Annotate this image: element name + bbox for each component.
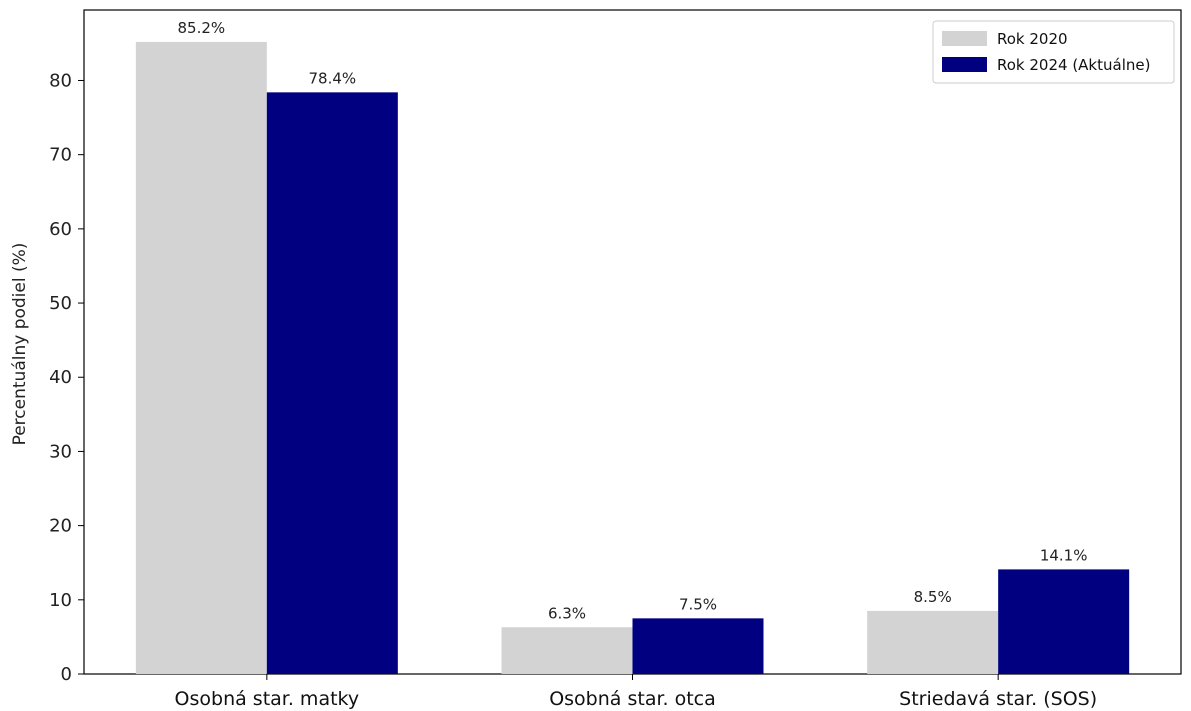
y-tick-label: 50 — [49, 293, 72, 314]
y-axis: 0 10 20 30 40 50 60 70 80 — [49, 70, 84, 685]
y-tick-label: 60 — [49, 219, 72, 240]
y-tick-label: 0 — [61, 664, 72, 685]
y-tick-label: 10 — [49, 590, 72, 611]
legend: Rok 2020 Rok 2024 (Aktuálne) — [932, 20, 1175, 84]
bar — [867, 610, 999, 674]
y-tick-label: 80 — [49, 70, 72, 91]
bar — [135, 41, 267, 675]
bar-value-label: 78.4% — [309, 69, 357, 87]
bar-value-label: 14.1% — [1040, 546, 1088, 564]
bar-value-label: 7.5% — [679, 595, 717, 613]
x-tick-label: Striedavá star. (SOS) — [899, 688, 1097, 710]
y-tick-label: 70 — [49, 145, 72, 166]
bar — [266, 92, 398, 675]
x-tick-label: Osobná star. otca — [549, 688, 716, 710]
legend-box — [932, 20, 1175, 84]
y-tick-label: 20 — [49, 516, 72, 537]
x-axis: Osobná star. matky Osobná star. otca Strie… — [175, 674, 1097, 710]
y-tick-label: 30 — [49, 441, 72, 462]
bar — [632, 618, 764, 674]
legend-label: Rok 2024 (Aktuálne) — [997, 56, 1150, 74]
bar-value-label: 8.5% — [914, 588, 952, 606]
y-axis-title: Percentuálny podiel (%) — [10, 243, 30, 446]
legend-swatch — [942, 31, 987, 46]
bar — [998, 569, 1130, 674]
legend-swatch — [942, 57, 987, 72]
bar — [501, 627, 633, 674]
bars-group — [135, 41, 1130, 675]
x-tick-label: Osobná star. matky — [175, 688, 360, 710]
y-tick-label: 40 — [49, 367, 72, 388]
bar-value-label: 6.3% — [548, 604, 586, 622]
bar-value-label: 85.2% — [178, 19, 226, 37]
data-labels-group: 85.2% 78.4% 6.3% 7.5% 8.5% 14.1% — [178, 19, 1088, 622]
legend-label: Rok 2020 — [997, 30, 1068, 48]
